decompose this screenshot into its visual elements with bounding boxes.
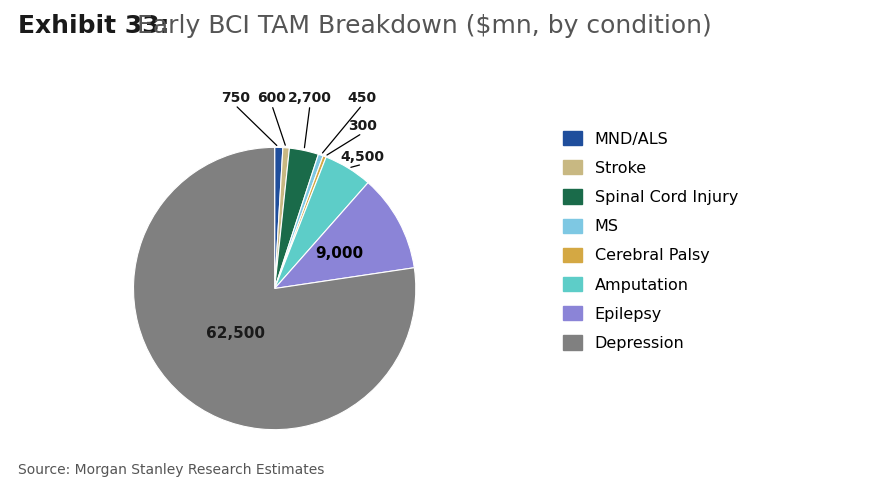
Text: Source: Morgan Stanley Research Estimates: Source: Morgan Stanley Research Estimate…: [18, 463, 324, 477]
Wedge shape: [275, 148, 318, 289]
Text: 62,500: 62,500: [206, 326, 266, 341]
Text: Exhibit 33:: Exhibit 33:: [18, 14, 169, 39]
Wedge shape: [275, 183, 415, 289]
Wedge shape: [275, 154, 323, 289]
Wedge shape: [275, 147, 290, 289]
Wedge shape: [275, 157, 368, 289]
Wedge shape: [275, 156, 326, 289]
Wedge shape: [275, 147, 283, 289]
Text: 9,000: 9,000: [315, 246, 363, 261]
Legend: MND/ALS, Stroke, Spinal Cord Injury, MS, Cerebral Palsy, Amputation, Epilepsy, D: MND/ALS, Stroke, Spinal Cord Injury, MS,…: [556, 125, 744, 357]
Text: 300: 300: [347, 119, 377, 133]
Wedge shape: [134, 147, 416, 429]
Text: 4,500: 4,500: [340, 150, 385, 164]
Text: Early BCI TAM Breakdown ($mn, by condition): Early BCI TAM Breakdown ($mn, by conditi…: [137, 14, 712, 39]
Text: 450: 450: [347, 91, 377, 105]
Text: 2,700: 2,700: [288, 91, 332, 105]
Text: 750: 750: [221, 91, 250, 105]
Text: 600: 600: [258, 91, 286, 105]
